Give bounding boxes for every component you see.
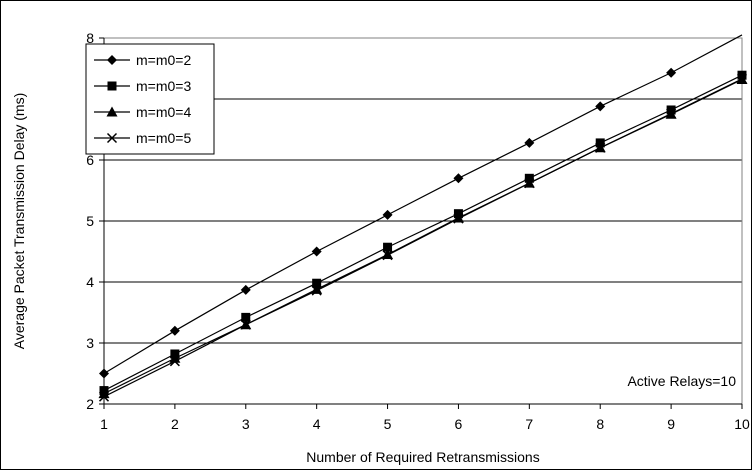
data-point <box>383 242 393 252</box>
legend-label: m=m0=3 <box>136 78 191 94</box>
series-1 <box>99 34 743 379</box>
data-point-stroke <box>524 178 535 189</box>
data-point-stroke <box>736 73 748 84</box>
data-point-stroke <box>595 142 606 153</box>
data-point <box>736 73 748 84</box>
data-point <box>240 284 251 295</box>
series-4 <box>98 73 748 402</box>
legend-marker <box>106 106 118 117</box>
data-point <box>595 142 606 153</box>
data-point <box>453 173 464 184</box>
data-point <box>312 278 322 288</box>
data-point-stroke <box>453 213 464 224</box>
x-tick-label: 2 <box>171 416 179 432</box>
series-layer <box>98 34 748 402</box>
data-point-stroke <box>98 391 110 402</box>
annotation-active-relays: Active Relays=10 <box>627 373 736 389</box>
data-point <box>666 108 677 119</box>
legend-marker-stroke <box>106 132 118 144</box>
x-tick-label: 1 <box>100 416 108 432</box>
y-tick-label: 4 <box>86 274 94 290</box>
data-point <box>99 368 109 379</box>
x-tick-label: 7 <box>525 416 533 432</box>
x-tick-label: 3 <box>242 416 250 432</box>
legend-label: m=m0=5 <box>136 130 191 146</box>
data-point <box>240 319 251 330</box>
data-point <box>311 246 322 257</box>
series-line <box>103 34 743 375</box>
y-tick-label: 8 <box>86 30 94 46</box>
data-point <box>595 101 606 112</box>
legend-label: m=m0=4 <box>136 104 191 120</box>
legend: m=m0=2 m=m0=3 m=m0=4 m=m0=5 <box>85 43 215 155</box>
data-point <box>98 391 110 402</box>
data-point-stroke <box>382 250 393 261</box>
x-tick-label: 6 <box>455 416 463 432</box>
y-tick-label: 6 <box>86 152 94 168</box>
data-point <box>666 67 677 78</box>
legend-marker <box>107 55 117 65</box>
data-point <box>311 285 322 296</box>
data-point-stroke <box>311 285 322 296</box>
y-axis-label: Average Packet Transmission Delay (ms) <box>11 93 27 350</box>
x-tick-label: 4 <box>313 416 321 432</box>
series-line <box>103 78 743 398</box>
data-point <box>169 356 180 367</box>
y-tick-label: 2 <box>86 396 94 412</box>
data-point <box>382 209 393 220</box>
data-point <box>453 213 464 224</box>
data-point <box>524 178 535 189</box>
x-tick-label: 9 <box>667 416 675 432</box>
data-point <box>382 250 393 261</box>
legend-box <box>85 43 215 155</box>
legend-label: m=m0=2 <box>136 52 191 68</box>
data-point-stroke <box>666 108 677 119</box>
x-tick-labels: 1 2 3 4 5 6 7 8 9 10 <box>100 416 750 432</box>
x-axis-label: Number of Required Retransmissions <box>306 449 539 465</box>
data-point <box>169 325 180 336</box>
x-tick-label: 8 <box>596 416 604 432</box>
x-tick-label: 10 <box>734 416 750 432</box>
data-point <box>524 137 535 148</box>
y-tick-label: 3 <box>86 335 94 351</box>
data-point-stroke <box>240 319 251 330</box>
x-tick-label: 5 <box>384 416 392 432</box>
data-point <box>241 312 251 322</box>
y-tick-label: 5 <box>86 213 94 229</box>
legend-marker <box>106 132 118 144</box>
legend-marker <box>107 81 117 91</box>
series-line <box>103 74 743 392</box>
data-point-stroke <box>169 356 180 367</box>
